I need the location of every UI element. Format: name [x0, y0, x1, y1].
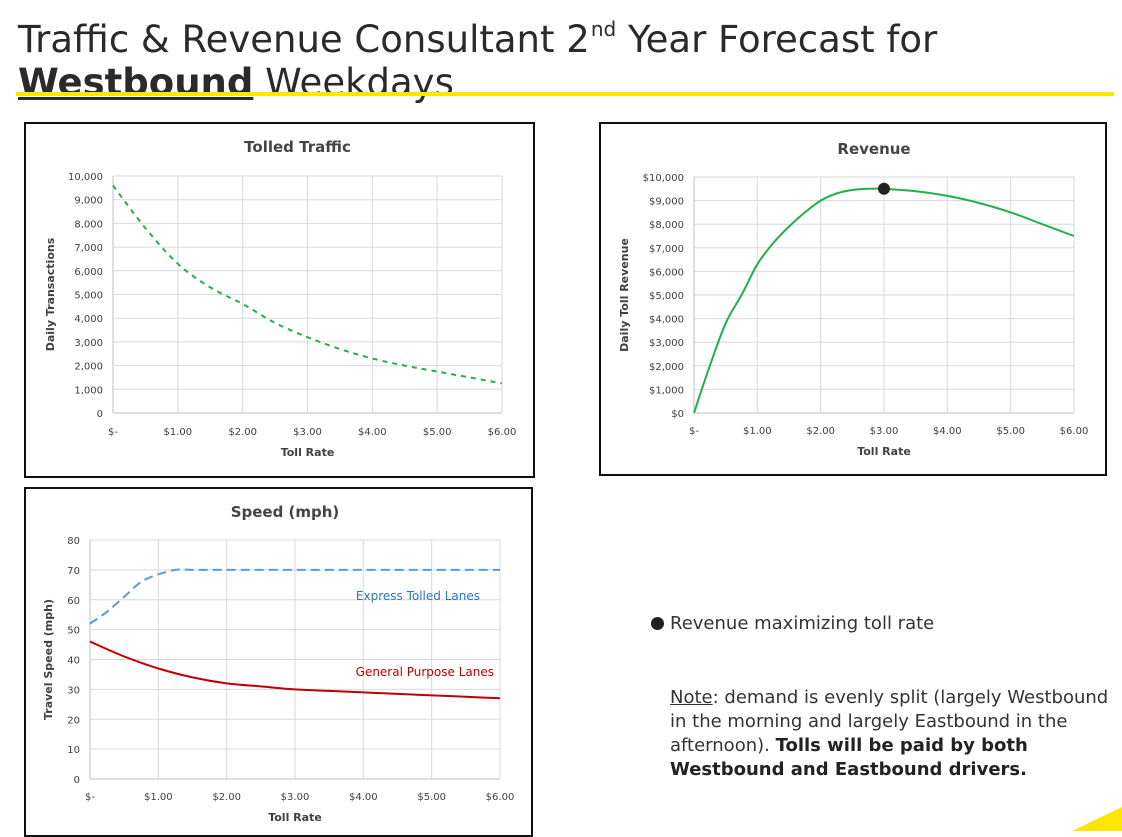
chart-title: Tolled Traffic: [244, 138, 351, 156]
x-tick-label: $5.00: [996, 426, 1025, 437]
y-tick-label: 70: [67, 566, 80, 577]
y-tick-label: $9,000: [649, 197, 684, 208]
y-tick-label: 50: [67, 626, 80, 637]
series-label: Express Tolled Lanes: [356, 589, 480, 603]
y-tick-label: 10,000: [68, 172, 103, 183]
demand-note: Note: demand is evenly split (largely We…: [670, 686, 1110, 782]
y-tick-label: 2,000: [74, 362, 103, 373]
x-tick-label: $6.00: [486, 792, 515, 803]
note-bold-text: Tolls will be paid by both Westbound and…: [670, 735, 1028, 780]
series-line: [112, 184, 503, 385]
x-axis-label: Toll Rate: [281, 446, 335, 459]
x-tick-label: $1.00: [743, 426, 772, 437]
x-tick-label: $4.00: [358, 427, 387, 438]
y-axis-label: Daily Toll Revenue: [618, 238, 631, 352]
x-tick-label: $1.00: [164, 427, 193, 438]
title-text: Traffic & Revenue Consultant 2: [18, 18, 590, 61]
y-tick-label: $5,000: [649, 291, 684, 302]
y-tick-label: 20: [67, 715, 80, 726]
y-tick-label: 60: [67, 596, 80, 607]
x-tick-label: $3.00: [293, 427, 322, 438]
revenue-chart: Revenue $0 $1,000 $2,000 $3,000 $4,000 $5,000 $…: [599, 122, 1107, 476]
note-text: : demand is evenly split (largely Westbo…: [670, 687, 1109, 756]
x-tick-label: $3.00: [870, 426, 899, 437]
title-line-2: Westbound Weekdays: [18, 61, 1108, 104]
title-direction: Westbound: [18, 61, 254, 104]
x-tick-label: $4.00: [933, 426, 962, 437]
note-label: Note: [670, 687, 713, 708]
series-label: General Purpose Lanes: [356, 665, 494, 679]
y-tick-label: 4,000: [74, 314, 103, 325]
y-tick-label: 5,000: [74, 291, 103, 302]
y-tick-label: 30: [67, 685, 80, 696]
x-tick-label: $-: [85, 792, 95, 803]
y-tick-label: 3,000: [74, 338, 103, 349]
y-tick-label: $1,000: [649, 385, 684, 396]
y-tick-label: $6,000: [649, 267, 684, 278]
chart-svg: Speed (mph) 0 10 20 30 40 50 60 70 80 $- $1.00 $2.00…: [42, 503, 515, 824]
title-day-type: Weekdays: [253, 61, 454, 104]
y-tick-label: 7,000: [74, 243, 103, 254]
title-superscript: nd: [590, 17, 617, 41]
x-tick-label: $5.00: [423, 427, 452, 438]
x-tick-label: $2.00: [228, 427, 257, 438]
legend-label: Revenue maximizing toll rate: [670, 613, 935, 634]
y-tick-label: 8,000: [74, 219, 103, 230]
revenue-marker-legend: Revenue maximizing toll rate: [651, 613, 934, 634]
y-tick-label: 9,000: [74, 196, 103, 207]
y-axis-label: Daily Transactions: [44, 237, 57, 351]
x-tick-label: $-: [108, 427, 118, 438]
tolled-traffic-chart: Tolled Traffic 0 1,000 2,000 3,000 4,000 5,000…: [24, 122, 535, 478]
page-title: Traffic & Revenue Consultant 2nd Year Fo…: [18, 8, 1108, 104]
y-tick-label: 10: [67, 745, 80, 756]
y-tick-label: $8,000: [649, 220, 684, 231]
x-tick-label: $6.00: [1060, 426, 1089, 437]
x-tick-label: $-: [689, 426, 699, 437]
chart-svg: Tolled Traffic 0 1,000 2,000 3,000 4,000 5,000…: [44, 138, 517, 459]
revenue-max-marker: [878, 182, 890, 195]
x-tick-label: $3.00: [281, 792, 310, 803]
series-line: [89, 640, 501, 700]
y-tick-label: 0: [97, 409, 103, 420]
x-tick-label: $1.00: [144, 792, 173, 803]
x-tick-label: $2.00: [212, 792, 241, 803]
x-tick-label: $6.00: [488, 427, 517, 438]
x-tick-label: $2.00: [806, 426, 835, 437]
corner-accent-shape: [1072, 807, 1122, 831]
y-tick-label: 1,000: [74, 385, 103, 396]
title-underline-rule: [16, 92, 1114, 96]
y-axis-label: Travel Speed (mph): [42, 599, 55, 720]
series-line: [693, 187, 1075, 414]
chart-title: Revenue: [837, 140, 910, 158]
series-line: [89, 568, 500, 625]
title-line-1: Traffic & Revenue Consultant 2nd Year Fo…: [18, 8, 1108, 61]
y-tick-label: $0: [671, 409, 684, 420]
x-tick-label: $4.00: [349, 792, 378, 803]
y-tick-label: $2,000: [649, 362, 684, 373]
y-tick-label: $10,000: [643, 173, 684, 184]
y-tick-label: $7,000: [649, 244, 684, 255]
title-text-end: Year Forecast for: [616, 18, 938, 61]
x-axis-label: Toll Rate: [268, 811, 322, 824]
y-tick-label: $4,000: [649, 315, 684, 326]
x-axis-label: Toll Rate: [857, 445, 911, 458]
y-tick-label: 6,000: [74, 267, 103, 278]
y-tick-label: 80: [67, 536, 80, 547]
chart-svg: Revenue $0 $1,000 $2,000 $3,000 $4,000 $5,000 $…: [618, 140, 1089, 458]
legend-dot-icon: [651, 617, 664, 630]
y-tick-label: $3,000: [649, 338, 684, 349]
y-tick-label: 0: [74, 775, 80, 786]
chart-title: Speed (mph): [231, 503, 340, 521]
y-tick-label: 40: [67, 656, 80, 667]
speed-chart: Speed (mph) 0 10 20 30 40 50 60 70 80 $- $1.00 $2.00…: [24, 487, 533, 837]
x-tick-label: $5.00: [417, 792, 446, 803]
